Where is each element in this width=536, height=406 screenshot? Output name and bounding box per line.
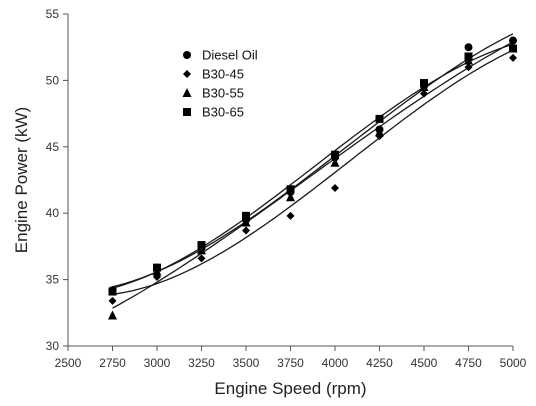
data-point-b30-55 (330, 157, 340, 167)
x-tick-label: 3750 (277, 356, 304, 370)
data-point-b30-65 (509, 44, 517, 53)
x-tick-label: 2500 (55, 356, 82, 370)
x-axis-label: Engine Speed (rpm) (214, 379, 366, 398)
data-point-b30-45 (420, 89, 428, 98)
y-tick-label: 40 (46, 206, 60, 220)
data-point-b30-65 (108, 287, 117, 296)
x-tick-label: 4250 (366, 356, 393, 370)
x-tick-label: 3500 (233, 356, 260, 370)
y-tick-label: 55 (46, 7, 60, 21)
y-tick-label: 45 (46, 140, 60, 154)
y-axis-label: Engine Power (kW) (12, 107, 31, 253)
trend-line-b30-65 (112, 43, 514, 289)
data-point-diesel-oil (509, 36, 517, 45)
y-tick-label: 30 (46, 339, 60, 353)
legend-marker-b30-55 (182, 88, 192, 97)
legend-label-diesel-oil: Diesel Oil (202, 48, 258, 63)
x-tick-label: 3250 (188, 356, 215, 370)
x-tick-label: 4750 (455, 356, 482, 370)
data-point-b30-55 (197, 245, 206, 255)
legend-label-b30-65: B30-65 (202, 105, 244, 120)
data-point-b30-45 (331, 183, 339, 192)
series-markers (108, 36, 518, 320)
data-point-b30-45 (464, 63, 473, 72)
y-tick-label: 35 (46, 273, 60, 287)
x-tick-label: 3000 (144, 356, 171, 370)
legend-marker-diesel-oil (183, 51, 191, 59)
x-tick-label: 4500 (411, 356, 438, 370)
data-point-b30-65 (242, 211, 250, 220)
data-point-b30-65 (464, 52, 473, 61)
legend-label-b30-55: B30-55 (202, 86, 244, 101)
trend-line-b30-55 (112, 41, 514, 309)
legend-marker-b30-65 (183, 108, 191, 116)
data-point-b30-45 (108, 296, 117, 305)
trend-line-diesel-oil (112, 33, 514, 288)
legend-marker-b30-45 (183, 70, 191, 78)
data-point-b30-65 (375, 114, 384, 123)
data-point-b30-65 (197, 241, 206, 250)
data-point-b30-65 (420, 79, 428, 88)
data-point-b30-65 (331, 150, 339, 159)
data-point-b30-45 (509, 53, 517, 62)
y-tick-labels: 30 35 40 45 50 55 (46, 7, 60, 353)
data-point-b30-55 (375, 127, 384, 137)
legend-label-b30-45: B30-45 (202, 67, 244, 82)
data-point-b30-45 (286, 211, 295, 220)
data-point-b30-45 (242, 226, 250, 235)
legend: Diesel Oil B30-45 B30-55 B30-65 (182, 48, 258, 120)
data-point-b30-55 (286, 192, 295, 202)
x-tick-label: 4000 (322, 356, 349, 370)
axes (63, 13, 514, 351)
x-tick-label: 2750 (99, 356, 126, 370)
x-tick-label: 5000 (500, 356, 527, 370)
data-point-b30-65 (153, 263, 161, 272)
data-point-b30-45 (197, 254, 206, 263)
data-point-b30-55 (241, 217, 251, 227)
trend-line-b30-45 (112, 49, 514, 295)
series-curves (112, 33, 514, 309)
data-point-b30-65 (286, 185, 295, 194)
data-point-b30-55 (108, 310, 117, 320)
y-tick-label: 50 (46, 73, 60, 87)
data-point-diesel-oil (464, 43, 473, 52)
x-tick-labels: 2500 2750 3000 3250 3500 3750 4000 4250 4500 4750… (55, 356, 527, 370)
